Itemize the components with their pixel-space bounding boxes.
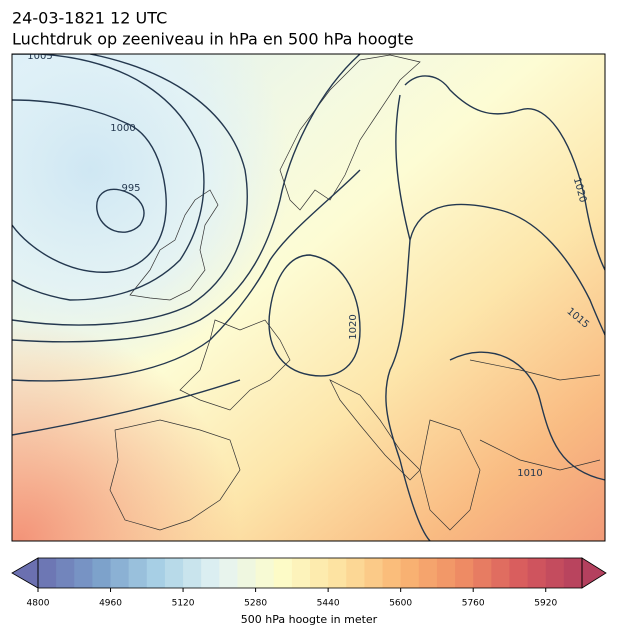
colorbar-tick-label: 4960 xyxy=(99,599,122,609)
colorbar-tick-label: 5760 xyxy=(462,599,485,609)
isobar-label: 1005 xyxy=(27,51,52,62)
colorbar-extend-high xyxy=(581,557,607,589)
colorbar-bin xyxy=(201,558,220,588)
colorbar-bin xyxy=(382,558,402,588)
map-title: Luchtdruk op zeeniveau in hPa en 500 hPa… xyxy=(12,30,414,49)
colorbar-label: 500 hPa hoogte in meter xyxy=(241,613,378,626)
colorbar-bin xyxy=(56,558,75,588)
colorbar-bin xyxy=(92,558,112,588)
coastlines xyxy=(109,54,601,531)
colorbar-bin xyxy=(509,558,529,588)
colorbar-bin xyxy=(400,558,420,588)
colorbar-bin xyxy=(527,558,547,588)
colorbar-frame xyxy=(37,557,583,589)
colorbar-tick-label: 5280 xyxy=(244,599,267,609)
colorbar-extend-low xyxy=(11,557,39,589)
isobar-label: 1000 xyxy=(110,123,135,134)
colorbar-tick-label: 5600 xyxy=(389,599,412,609)
date-title: 24-03-1821 12 UTC xyxy=(12,9,167,28)
colorbar-bin xyxy=(545,558,565,588)
colorbar-bin xyxy=(237,558,257,588)
colorbar-bin xyxy=(418,558,438,588)
colorbar-bin xyxy=(74,558,93,588)
colorbar-bin xyxy=(164,558,184,588)
colorbar-bin xyxy=(128,558,148,588)
colorbar-tick-label: 5920 xyxy=(534,599,557,609)
height-field xyxy=(12,54,605,541)
colorbar-bin xyxy=(183,558,202,588)
colorbar-tick-label: 5440 xyxy=(317,599,340,609)
colorbar-bin xyxy=(310,558,329,588)
colorbar-bin xyxy=(346,558,365,588)
colorbar-bin xyxy=(291,558,311,588)
colorbar-bin xyxy=(255,558,275,588)
isobar-label: 995 xyxy=(121,183,140,194)
isobar-label: 1020 xyxy=(348,314,359,339)
map: 1005 1000 995 1020 1015 1020 1010 xyxy=(12,51,605,541)
isobars xyxy=(12,54,605,541)
colorbar-bin xyxy=(273,558,293,588)
colorbar: 4800 4960 5120 5280 5440 5600 5760 5920 xyxy=(11,557,607,609)
colorbar-tick-label: 5120 xyxy=(172,599,195,609)
colorbar-bin xyxy=(563,558,583,588)
colorbar-bin xyxy=(364,558,384,588)
colorbar-bin xyxy=(455,558,474,588)
colorbar-tick-label: 4800 xyxy=(27,599,50,609)
colorbar-bin xyxy=(219,558,238,588)
colorbar-bin xyxy=(491,558,510,588)
colorbar-bin xyxy=(473,558,492,588)
map-frame xyxy=(11,53,606,542)
isobar-label: 1010 xyxy=(517,468,542,479)
colorbar-bin xyxy=(436,558,456,588)
colorbar-bin xyxy=(146,558,166,588)
colorbar-bin xyxy=(328,558,347,588)
colorbar-bin xyxy=(38,558,57,588)
colorbar-bin xyxy=(110,558,130,588)
